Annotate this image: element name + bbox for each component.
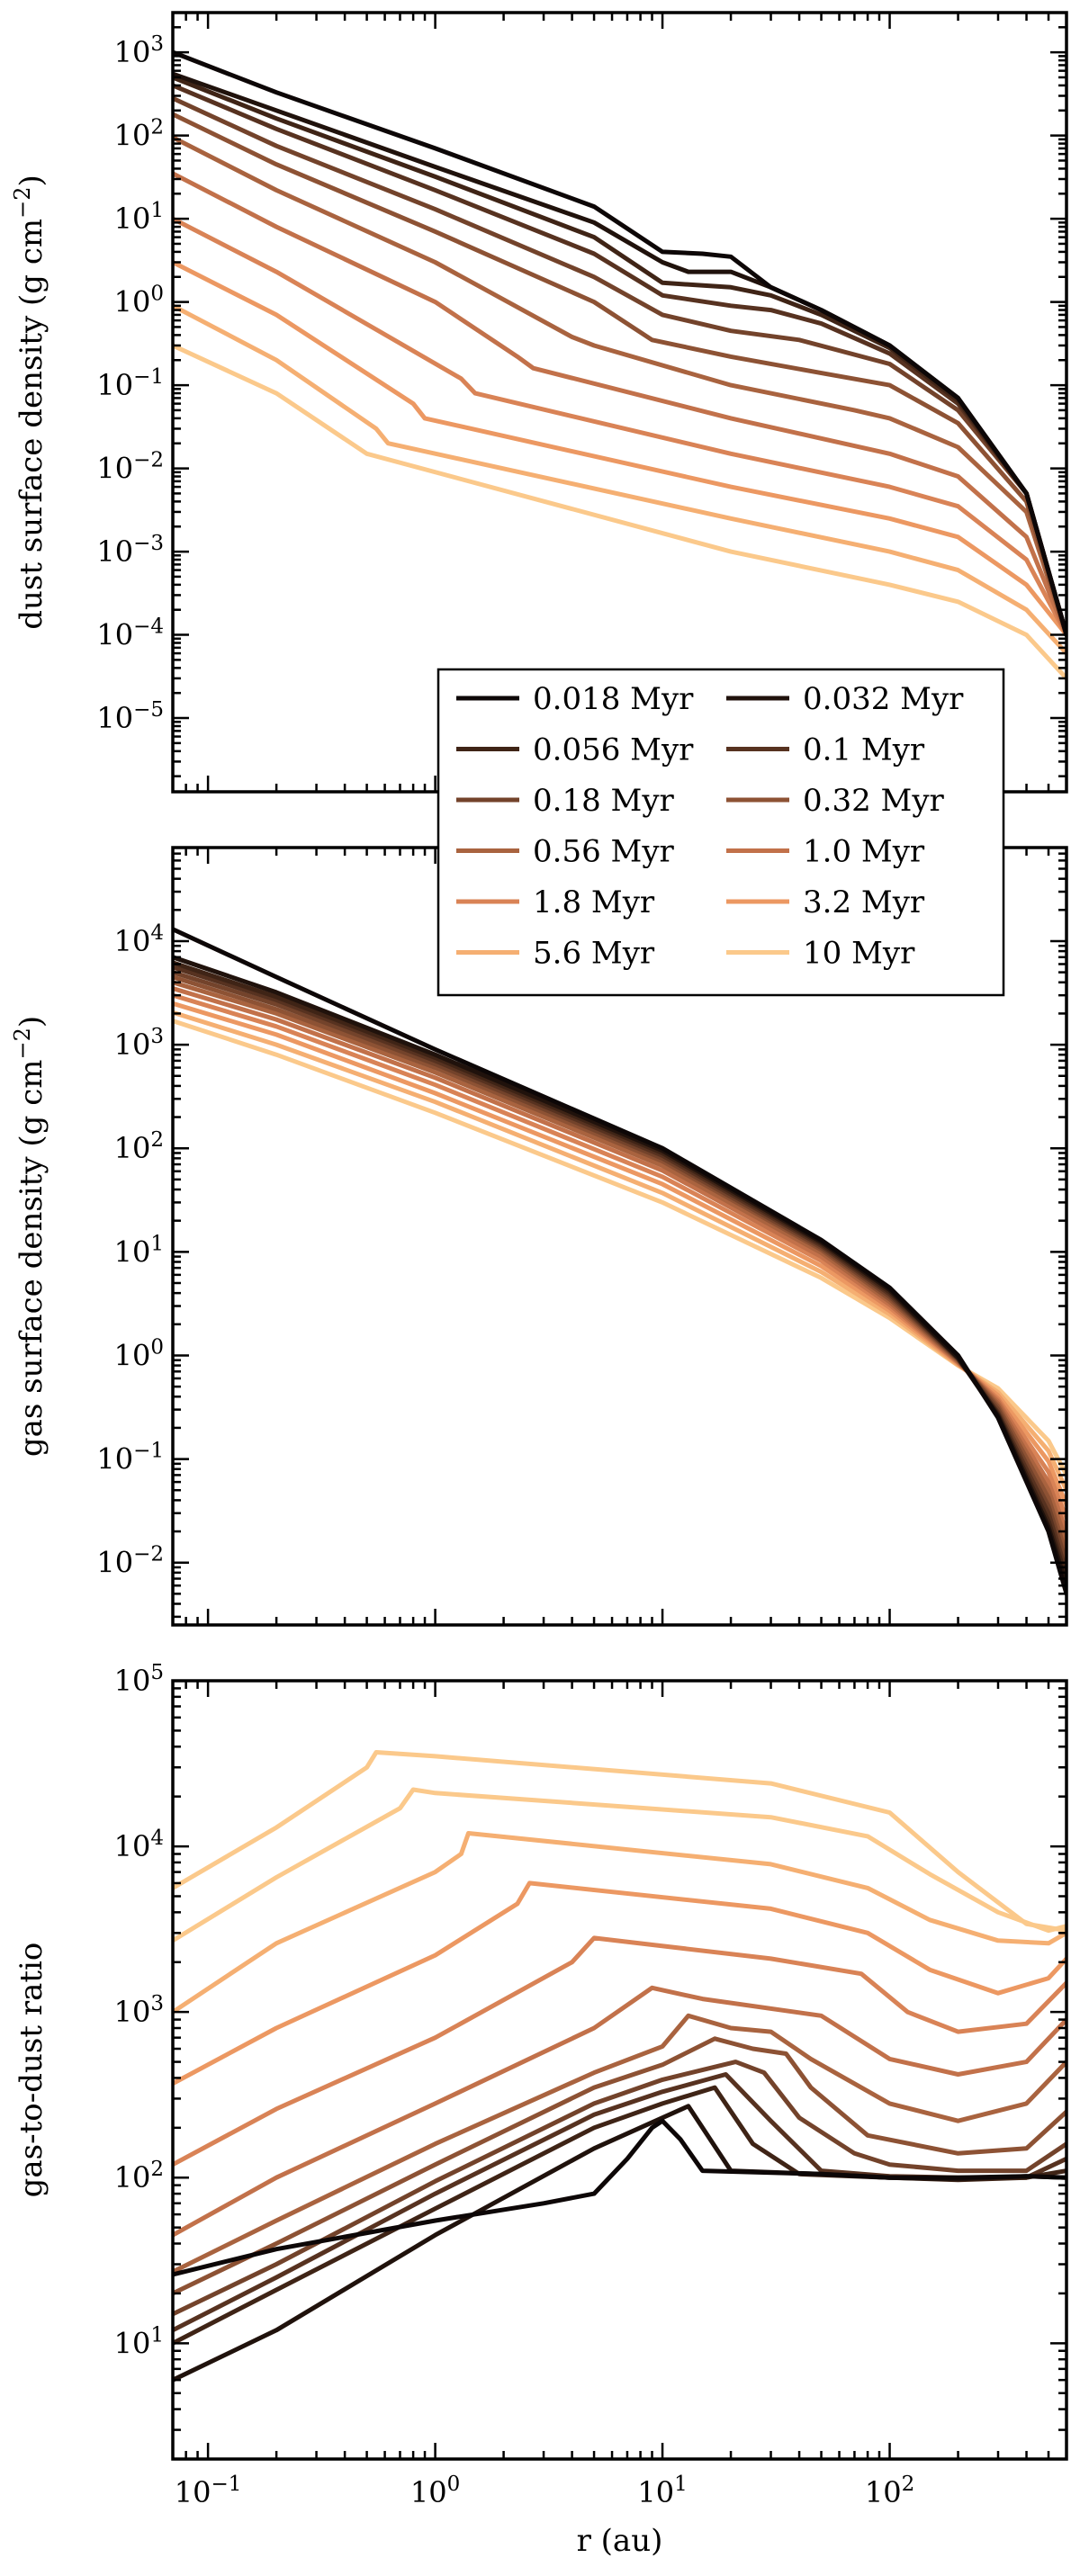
gas-series-group [173, 927, 1066, 1596]
dust-series-line-2 [173, 75, 1066, 638]
ratio-series-line-9 [173, 1880, 1066, 2087]
panel-gas: 10−2 10−1 100 101 102 103 104 gas surface densi… [10, 846, 1068, 1627]
ratio-y-tick-label: 105 [114, 1661, 164, 1698]
x-axis-label: r (au) [577, 2523, 663, 2559]
gas-series-line-6 [173, 980, 1066, 1544]
legend-entry-4: 0.18 Myr [533, 783, 675, 819]
ratio-series-group [173, 1750, 1066, 2383]
gas-y-tick-label: 100 [114, 1335, 164, 1372]
legend: 0.018 Myr 0.032 Myr 0.056 Myr 0.1 Myr 0.18 M… [436, 668, 1005, 997]
dust-series-line-5 [173, 112, 1066, 638]
ratio-series-line-8 [173, 1935, 1066, 2168]
legend-box [436, 668, 1005, 997]
legend-entry-6: 0.56 Myr [533, 834, 675, 870]
ratio-series-line-4 [173, 2060, 1066, 2317]
gas-y-tick-label: 10−1 [96, 1440, 164, 1476]
dust-y-tick-label: 100 [114, 283, 164, 319]
dust-y-tick-label: 102 [114, 116, 164, 153]
gas-y-axis-label: gas surface density (g cm−2) [10, 1016, 50, 1457]
legend-entry-7: 1.0 Myr [803, 834, 925, 870]
gas-y-tick-label: 101 [114, 1232, 164, 1269]
x-tick-label: 100 [410, 2473, 460, 2509]
ratio-y-axis-label: gas-to-dust ratio [14, 1943, 50, 2198]
dust-y-tick-label: 10−1 [96, 365, 164, 402]
dust-series-line-8 [173, 216, 1066, 638]
ratio-series-line-5 [173, 2036, 1066, 2296]
gas-y-tick-label: 104 [114, 921, 164, 958]
dust-series-line-6 [173, 135, 1066, 638]
ratio-series-line-6 [173, 2013, 1066, 2275]
legend-entry-5: 0.32 Myr [803, 783, 945, 819]
x-tick-label: 10−1 [175, 2473, 242, 2509]
dust-series-group [173, 49, 1066, 681]
panel-ratio: 101 102 103 104 105 gas-to-dust ratio 10−1 100 1… [14, 1661, 1068, 2559]
legend-entry-9: 3.2 Myr [803, 884, 925, 920]
dust-series-line-11 [173, 343, 1066, 681]
dust-series-line-7 [173, 171, 1066, 638]
ratio-series-line-2 [173, 2085, 1066, 2346]
gas-series-line-1 [173, 955, 1066, 1588]
dust-series-line-4 [173, 95, 1066, 638]
legend-entry-10: 5.6 Myr [533, 936, 655, 972]
gas-y-tick-label: 102 [114, 1128, 164, 1165]
legend-entry-11: 10 Myr [803, 936, 915, 972]
gas-series-line-9 [173, 1001, 1066, 1508]
gas-series-line-7 [173, 986, 1066, 1534]
dust-series-line-9 [173, 260, 1066, 638]
legend-entry-2: 0.056 Myr [533, 732, 694, 768]
dust-y-tick-label: 103 [114, 32, 164, 69]
gas-series-line-10 [173, 1010, 1066, 1493]
dust-y-tick-label: 10−5 [96, 698, 164, 735]
gas-series-line-8 [173, 992, 1066, 1521]
ratio-y-tick-label: 104 [114, 1827, 164, 1863]
dust-y-tick-label: 101 [114, 199, 164, 236]
gas-series-line-11 [173, 1019, 1066, 1477]
dust-series-line-0 [173, 49, 1066, 638]
ratio-series-line-12 [173, 1750, 1066, 1934]
ratio-series-line-11 [173, 1787, 1066, 1943]
gas-series-line-0 [173, 927, 1066, 1596]
legend-entry-1: 0.032 Myr [803, 681, 964, 717]
ratio-series-line-7 [173, 1985, 1066, 2238]
x-tick-label: 101 [637, 2473, 687, 2509]
dust-y-tick-label: 10−2 [96, 449, 164, 486]
legend-entry-3: 0.1 Myr [803, 732, 925, 768]
gas-y-tick-label: 103 [114, 1025, 164, 1062]
dust-y-tick-label: 10−4 [96, 615, 164, 652]
legend-entry-8: 1.8 Myr [533, 884, 655, 920]
legend-entry-0: 0.018 Myr [533, 681, 694, 717]
ratio-y-tick-label: 103 [114, 1992, 164, 2029]
dust-y-axis-label: dust surface density (g cm−2) [10, 175, 50, 630]
ratio-series-line-10 [173, 1831, 1066, 2015]
ratio-y-tick-label: 101 [114, 2323, 164, 2360]
dust-series-line-10 [173, 303, 1066, 656]
ratio-y-tick-label: 102 [114, 2158, 164, 2195]
dust-y-tick-label: 10−3 [96, 532, 164, 569]
ratio-plot-frame [171, 1679, 1068, 2461]
gas-y-tick-label: 10−2 [96, 1543, 164, 1580]
gas-series-line-4 [173, 970, 1066, 1566]
x-tick-label: 102 [865, 2473, 914, 2509]
ratio-series-line-0 [173, 2118, 1066, 2277]
dust-series-line-3 [173, 83, 1066, 638]
panel-dust: 10−5 10−4 10−3 10−2 10−1 100 101 102 103 dust sur… [10, 11, 1068, 794]
